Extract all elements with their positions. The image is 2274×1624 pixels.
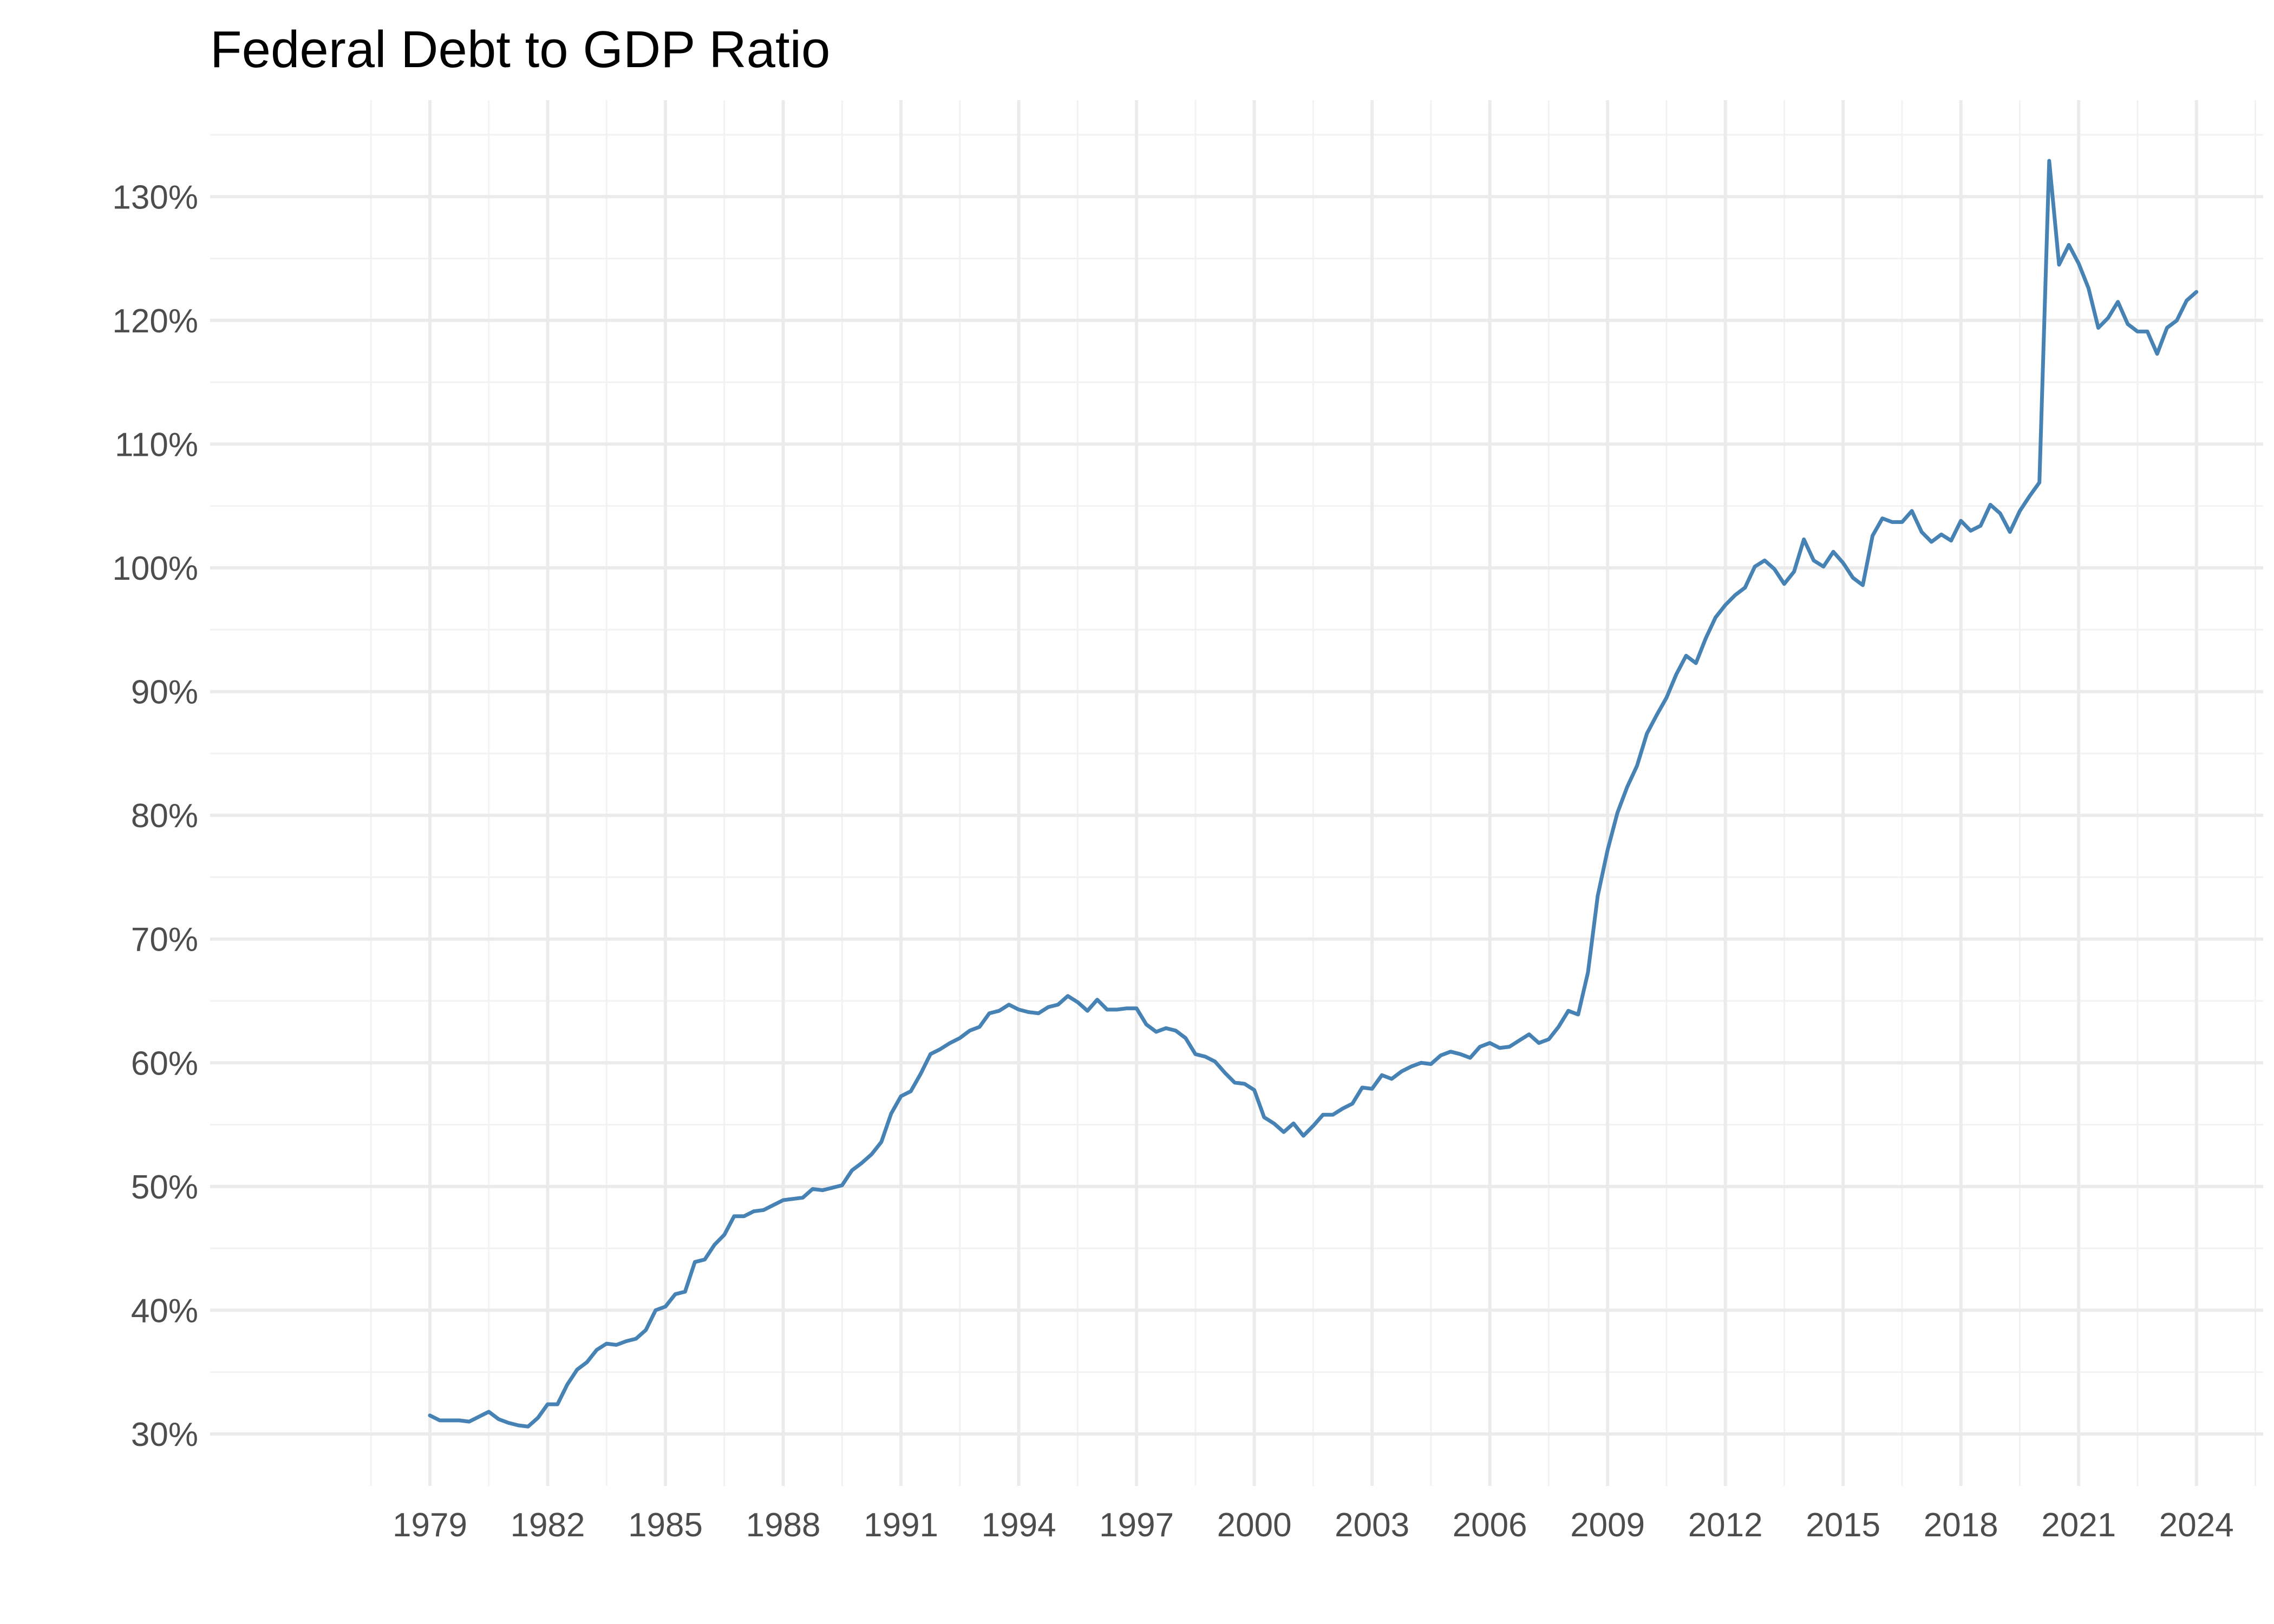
x-tick-label: 2024 — [2159, 1507, 2234, 1544]
minor-gridlines — [210, 100, 2263, 1486]
x-tick-label: 2012 — [1688, 1507, 1763, 1544]
y-tick-label: 110% — [115, 426, 198, 463]
major-gridlines — [210, 100, 2263, 1486]
x-tick-label: 2000 — [1217, 1507, 1292, 1544]
x-tick-label: 2009 — [1570, 1507, 1645, 1544]
x-tick-label: 1979 — [393, 1507, 467, 1544]
y-tick-label: 100% — [112, 550, 198, 587]
y-tick-label: 80% — [131, 797, 198, 835]
x-tick-label: 1997 — [1099, 1507, 1174, 1544]
x-tick-label: 1988 — [746, 1507, 821, 1544]
y-tick-label: 90% — [131, 674, 198, 711]
x-tick-label: 2018 — [1924, 1507, 1998, 1544]
x-tick-label: 2003 — [1335, 1507, 1409, 1544]
y-tick-label: 30% — [131, 1416, 198, 1453]
series-line-debt-to-gdp — [428, 159, 2199, 1429]
x-tick-label: 1982 — [511, 1507, 585, 1544]
x-tick-label: 1994 — [982, 1507, 1056, 1544]
y-tick-label: 40% — [131, 1292, 198, 1330]
x-tick-label: 1985 — [628, 1507, 703, 1544]
x-tick-label: 2021 — [2041, 1507, 2116, 1544]
y-tick-label: 120% — [112, 303, 198, 340]
x-tick-label: 2015 — [1806, 1507, 1880, 1544]
series-group — [428, 159, 2199, 1429]
x-tick-label: 2006 — [1453, 1507, 1527, 1544]
y-tick-label: 130% — [112, 179, 198, 216]
chart-title: Federal Debt to GDP Ratio — [210, 21, 830, 78]
x-tick-label: 1991 — [864, 1507, 938, 1544]
x-axis-tick-labels: 1979 1982 1985 1988 1991 1994 1997 2000 2003 2006… — [393, 1507, 2234, 1544]
y-tick-label: 70% — [131, 921, 198, 959]
y-axis-tick-labels: 30% 40% 50% 60% 70% 80% 90% 100% 110% 120% 130% — [112, 179, 198, 1453]
y-tick-label: 60% — [131, 1045, 198, 1082]
y-tick-label: 50% — [131, 1169, 198, 1206]
